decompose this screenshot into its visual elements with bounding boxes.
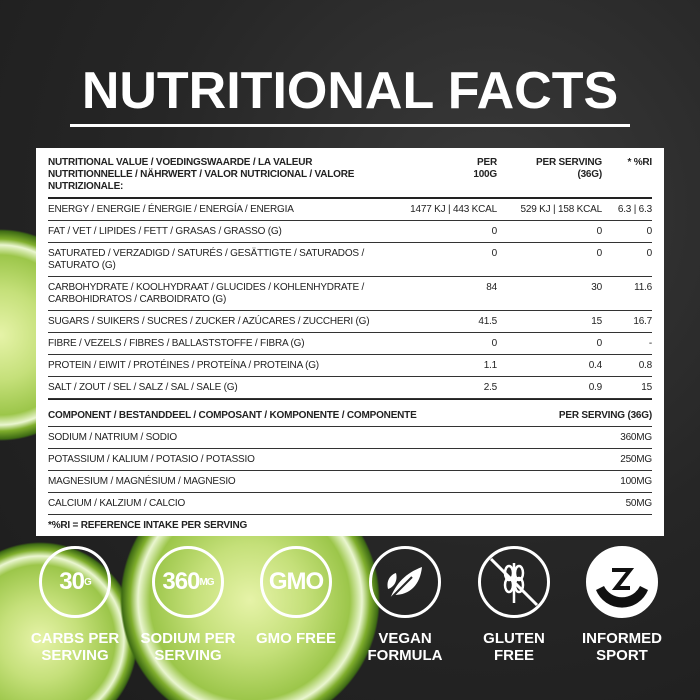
nutrient-name: SALT / ZOUT / SEL / SALZ / SAL / SALE (G…	[48, 382, 238, 393]
table-row: SATURATED / VERZADIGD / SATURÉS / GESÄTT…	[48, 243, 652, 277]
per-100g-value: 84	[486, 282, 497, 293]
per-serving-value: 0	[596, 338, 603, 349]
per-100g-value: 0	[491, 226, 498, 237]
component-value: 100MG	[620, 476, 652, 487]
ri-value: 0	[646, 248, 653, 259]
badge-label: VEGAN FORMULA	[367, 630, 443, 664]
header-per-serving: PER SERVING (36G)	[536, 157, 602, 180]
per-100g-value: 1.1	[483, 360, 498, 371]
ri-value: 16.7	[633, 316, 652, 327]
per-100g-value: 1477 KJ | 443 KCAL	[410, 204, 497, 215]
component-header: COMPONENT / BESTANDDEEL / COMPOSANT / KO…	[48, 399, 652, 427]
badge-unit: MG	[199, 576, 214, 588]
per-100g-value: 0	[491, 338, 498, 349]
nutrition-table: NUTRITIONAL VALUE / VOEDINGSWAARDE / LA …	[36, 148, 664, 536]
nutrient-name: ENERGY / ENERGIE / ÉNERGIE / ENERGÍA / E…	[48, 204, 294, 215]
per-100g-value: 2.5	[483, 382, 498, 393]
table-row: FAT / VET / LIPIDES / FETT / GRASAS / GR…	[48, 221, 652, 243]
nutrient-name: SUGARS / SUIKERS / SUCRES / ZUCKER / AZÚ…	[48, 316, 370, 327]
nutrient-name: PROTEIN / EIWIT / PROTÉINES / PROTEÍNA /…	[48, 360, 319, 371]
badge-label: INFORMED SPORT	[582, 630, 662, 664]
badge-value: 30	[59, 568, 85, 595]
header-component-per-serving: PER SERVING (36G)	[558, 410, 652, 421]
table-row: MAGNESIUM / MAGNÉSIUM / MAGNESIO 100MG	[48, 471, 652, 493]
informed-sport-logo	[586, 546, 658, 618]
per-100g-value: 0	[491, 248, 498, 259]
badge-circle: 30 G	[39, 546, 111, 618]
table-row: SUGARS / SUIKERS / SUCRES / ZUCKER / AZÚ…	[48, 311, 652, 333]
table-row: SODIUM / NATRIUM / SODIO 360MG	[48, 427, 652, 449]
per-100g-value: 41.5	[478, 316, 497, 327]
header-per-100g: PER 100G	[473, 157, 497, 180]
per-serving-value: 30	[591, 282, 602, 293]
header-nutritional-value: NUTRITIONAL VALUE / VOEDINGSWAARDE / LA …	[48, 157, 355, 192]
page-title: NUTRITIONAL FACTS	[81, 62, 619, 120]
per-serving-value: 529 KJ | 158 KCAL	[520, 204, 603, 215]
per-serving-value: 0	[596, 248, 603, 259]
table-header: NUTRITIONAL VALUE / VOEDINGSWAARDE / LA …	[48, 148, 652, 199]
per-serving-value: 0.4	[588, 360, 603, 371]
table-row: CALCIUM / KALZIUM / CALCIO 50MG	[48, 493, 652, 515]
ri-value: 0	[646, 226, 653, 237]
nutrient-name: CARBOHYDRATE / KOOLHYDRAAT / GLUCIDES / …	[48, 282, 365, 305]
component-value: 360MG	[620, 432, 652, 443]
badge: 360 MG SODIUM PER SERVING	[136, 546, 240, 664]
per-serving-value: 0	[596, 226, 603, 237]
table-row: ENERGY / ENERGIE / ÉNERGIE / ENERGÍA / E…	[48, 199, 652, 221]
component-name: SODIUM / NATRIUM / SODIO	[48, 432, 177, 443]
nutrient-name: SATURATED / VERZADIGD / SATURÉS / GESÄTT…	[48, 248, 365, 271]
component-value: 50MG	[625, 498, 653, 509]
badge-unit: G	[83, 576, 92, 588]
table-row: FIBRE / VEZELS / FIBRES / BALLASTSTOFFE …	[48, 333, 652, 355]
footnote: *%RI = REFERENCE INTAKE PER SERVING	[48, 515, 652, 536]
table-row: POTASSIUM / KALIUM / POTASIO / POTASSIO 2…	[48, 449, 652, 471]
per-serving-value: 15	[591, 316, 602, 327]
leaf-icon	[369, 546, 441, 618]
header-ri: * %RI	[627, 157, 652, 168]
component-name: POTASSIUM / KALIUM / POTASIO / POTASSIO	[48, 454, 255, 465]
badge-label: SODIUM PER SERVING	[140, 630, 236, 664]
ri-value: -	[648, 338, 652, 349]
ri-value: 15	[641, 382, 652, 393]
badge-label: CARBS PER SERVING	[30, 630, 120, 664]
badges: 30 G CARBS PER SERVING 360 MG SODIUM PER SERV…	[0, 546, 700, 686]
footnote-text: *%RI = REFERENCE INTAKE PER SERVING	[48, 520, 248, 531]
badge: INFORMED SPORT	[570, 546, 674, 664]
nutrient-name: FAT / VET / LIPIDES / FETT / GRASAS / GR…	[48, 226, 282, 237]
ri-value: 0.8	[638, 360, 653, 371]
component-name: CALCIUM / KALZIUM / CALCIO	[48, 498, 186, 509]
badge-circle: GMO	[260, 546, 332, 618]
ri-value: 11.6	[634, 282, 652, 293]
badge-value: 360	[162, 568, 200, 595]
title-underline	[70, 124, 630, 127]
badge-label: GMO FREE	[255, 630, 336, 647]
wheat-crossed-icon	[478, 546, 550, 618]
badge: GLUTEN FREE	[462, 546, 566, 664]
ri-value: 6.3 | 6.3	[617, 204, 652, 215]
table-row: SALT / ZOUT / SEL / SALZ / SAL / SALE (G…	[48, 377, 652, 399]
badge: VEGAN FORMULA	[353, 546, 457, 664]
table-row: CARBOHYDRATE / KOOLHYDRAAT / GLUCIDES / …	[48, 277, 652, 311]
per-serving-value: 0.9	[588, 382, 603, 393]
nutrient-name: FIBRE / VEZELS / FIBRES / BALLASTSTOFFE …	[48, 338, 305, 349]
header-component: COMPONENT / BESTANDDEEL / COMPOSANT / KO…	[48, 410, 417, 421]
badge-label: GLUTEN FREE	[483, 630, 545, 664]
badge-circle: 360 MG	[152, 546, 224, 618]
badge-value: GMO	[268, 568, 324, 595]
table-row: PROTEIN / EIWIT / PROTÉINES / PROTEÍNA /…	[48, 355, 652, 377]
badge: GMO GMO FREE	[244, 546, 348, 647]
badge: 30 G CARBS PER SERVING	[23, 546, 127, 664]
component-name: MAGNESIUM / MAGNÉSIUM / MAGNESIO	[48, 476, 236, 487]
component-value: 250MG	[620, 454, 652, 465]
